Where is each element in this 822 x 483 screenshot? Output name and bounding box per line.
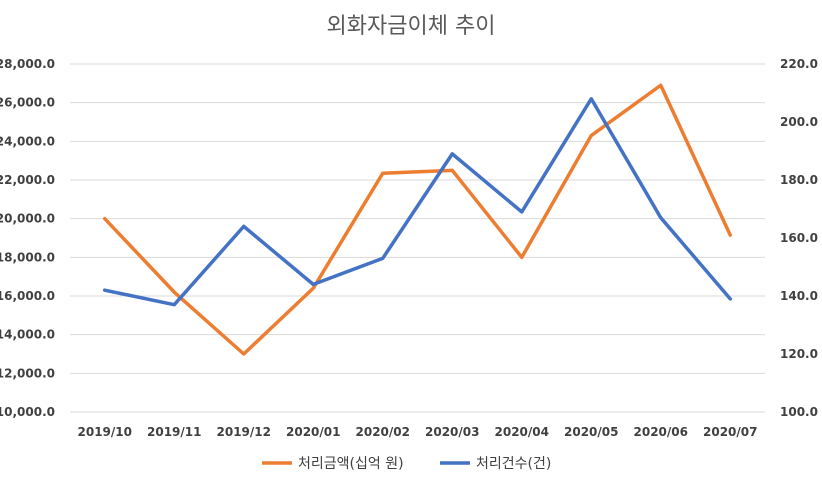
x-tick-label: 2020/05	[564, 425, 618, 439]
right-y-tick-label: 220.0	[780, 57, 818, 71]
x-tick-label: 2019/12	[217, 425, 271, 439]
gridlines	[70, 63, 765, 413]
x-tick-label: 2020/07	[703, 425, 757, 439]
x-tick-label: 2020/04	[495, 425, 549, 439]
x-tick-label: 2020/01	[286, 425, 340, 439]
series-lines	[103, 83, 732, 356]
x-axis: 2019/10 2019/11 2019/12 2020/01 2020/02 2020/…	[78, 425, 758, 439]
right-y-tick-label: 100.0	[780, 405, 818, 419]
chart-title: 외화자금이체 추이	[327, 14, 496, 39]
left-y-tick-label: 20,000.0	[0, 212, 55, 226]
left-y-axis: 10,000.0 12,000.0 14,000.0 16,000.0 18,000.0…	[0, 57, 55, 419]
right-y-tick-label: 180.0	[780, 173, 818, 187]
right-y-axis: 100.0 120.0 140.0 160.0 180.0 200.0 220.0	[780, 57, 818, 419]
series-line-2	[103, 97, 732, 307]
legend-label-2: 처리건수(건)	[476, 456, 551, 472]
left-y-tick-label: 16,000.0	[0, 289, 55, 303]
series-line-1	[103, 83, 732, 356]
x-tick-label: 2020/02	[356, 425, 410, 439]
left-y-tick-label: 22,000.0	[0, 173, 55, 187]
left-y-tick-label: 28,000.0	[0, 57, 55, 71]
left-y-tick-label: 10,000.0	[0, 405, 55, 419]
x-tick-label: 2020/06	[634, 425, 688, 439]
right-y-tick-label: 200.0	[780, 115, 818, 129]
legend-label-1: 처리금액(십억 원)	[298, 456, 404, 472]
right-y-tick-label: 120.0	[780, 347, 818, 361]
x-tick-label: 2019/11	[147, 425, 201, 439]
left-y-tick-label: 18,000.0	[0, 250, 55, 264]
left-y-tick-label: 26,000.0	[0, 96, 55, 110]
legend: 처리금액(십억 원) 처리건수(건)	[262, 456, 551, 472]
left-y-tick-label: 24,000.0	[0, 134, 55, 148]
left-y-tick-label: 12,000.0	[0, 366, 55, 380]
x-tick-label: 2020/03	[425, 425, 479, 439]
x-tick-label: 2019/10	[78, 425, 132, 439]
left-y-tick-label: 14,000.0	[0, 328, 55, 342]
right-y-tick-label: 140.0	[780, 289, 818, 303]
right-y-tick-label: 160.0	[780, 231, 818, 245]
